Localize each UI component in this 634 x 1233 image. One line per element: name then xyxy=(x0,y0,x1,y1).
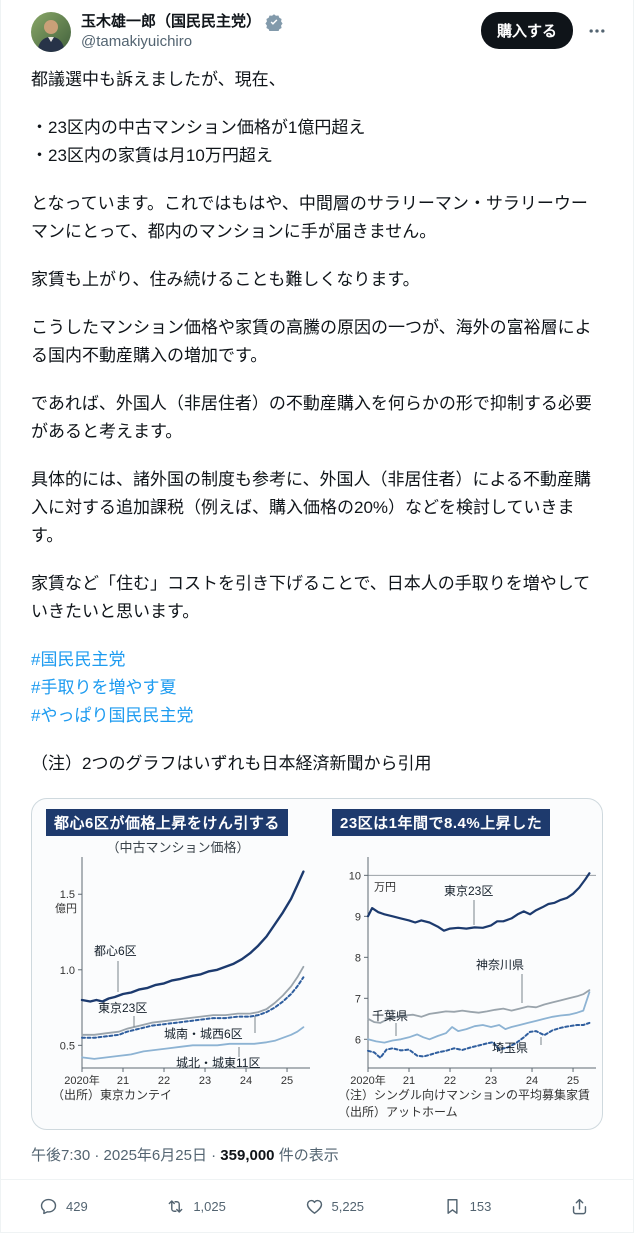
views-suffix: 件の表示 xyxy=(278,1147,339,1164)
svg-text:東京23区: 東京23区 xyxy=(444,884,493,898)
svg-text:23: 23 xyxy=(199,1075,211,1087)
post-paragraph: 都議選中も訴えましたが、現在、 xyxy=(31,70,286,89)
svg-text:都心6区: 都心6区 xyxy=(94,944,137,958)
timestamp-row: 午後7:30 · 2025年6月25日 · 359,000 件の表示 xyxy=(1,1130,633,1180)
bookmark-button[interactable]: 153 xyxy=(439,1193,496,1220)
post-image[interactable]: 都心6区が価格上昇をけん引する （中古マンション価格） 1.5 億円 1.0 0.5 2… xyxy=(31,798,603,1130)
svg-text:1.5: 1.5 xyxy=(60,889,75,901)
chart-title: 23区は1年間で8.4%上昇した xyxy=(332,809,551,836)
repost-arrows-icon xyxy=(168,1199,183,1213)
tweet-header: 玉木雄一郎（国民民主党） @tamakiyuichiro 購入する xyxy=(1,0,633,52)
user-handle[interactable]: @tamakiyuichiro xyxy=(81,33,193,50)
bookmark-icon xyxy=(447,1198,458,1214)
heart-icon xyxy=(306,1199,322,1214)
share-upload-icon xyxy=(572,1198,587,1214)
svg-text:城南・城西6区: 城南・城西6区 xyxy=(164,1026,243,1041)
post-text: 都議選中も訴えましたが、現在、 ・23区内の中古マンション価格が1億円超え ・2… xyxy=(1,52,633,778)
svg-text:東京23区: 東京23区 xyxy=(98,1001,147,1015)
verified-badge-icon xyxy=(265,14,283,31)
svg-text:10: 10 xyxy=(349,870,361,882)
subscribe-button[interactable]: 購入する xyxy=(480,12,573,49)
like-button[interactable]: 5,225 xyxy=(301,1193,369,1220)
hashtag-link[interactable]: #国民民主党 xyxy=(31,650,126,669)
svg-text:埼玉県: 埼玉県 xyxy=(492,1041,528,1055)
svg-text:23: 23 xyxy=(485,1075,497,1087)
svg-text:7: 7 xyxy=(355,993,361,1005)
post-paragraph: 具体的には、諸外国の制度も参考に、外国人（非居住者）による不動産購入に対する追加… xyxy=(31,470,591,545)
svg-text:21: 21 xyxy=(403,1075,415,1087)
like-count: 5,225 xyxy=(331,1198,365,1214)
svg-text:24: 24 xyxy=(240,1075,252,1087)
post-paragraph: 家賃も上がり、住み続けることも難しくなります。 xyxy=(31,270,420,289)
avatar[interactable] xyxy=(31,12,71,52)
chart-source: （出所）アットホーム xyxy=(338,1105,458,1119)
chart-rent: 23区は1年間で8.4%上昇した 10 万円 9 8 7 6 2020年 21 22 23 24 25… xyxy=(324,809,604,1121)
svg-text:0.5: 0.5 xyxy=(60,1040,75,1052)
source-note: （注）2つのグラフはいずれも日本経済新聞から引用 xyxy=(31,754,432,773)
views-count: 359,000 xyxy=(220,1147,275,1164)
chart-source: （出所）東京カンテイ xyxy=(52,1088,173,1102)
avatar-image xyxy=(31,12,71,52)
post-paragraph: ・23区内の中古マンション価格が1億円超え ・23区内の家賃は月10万円超え xyxy=(31,118,366,165)
post-paragraph: 家賃など「住む」コストを引き下げることで、日本人の手取りを増やしていきたいと思い… xyxy=(31,574,591,621)
svg-text:25: 25 xyxy=(567,1075,579,1087)
chart-note: （注）シングル向けマンションの平均募集家賃 xyxy=(338,1088,591,1102)
reply-button[interactable]: 429 xyxy=(35,1193,92,1220)
svg-text:万円: 万円 xyxy=(374,881,396,893)
post-date: 2025年6月25日 xyxy=(103,1147,207,1164)
chart-subtitle: （中古マンション価格） xyxy=(106,840,250,855)
repost-button[interactable]: 1,025 xyxy=(162,1193,230,1220)
post-time: 午後7:30 xyxy=(31,1147,91,1164)
svg-text:25: 25 xyxy=(281,1075,293,1087)
svg-text:22: 22 xyxy=(158,1075,170,1087)
share-button[interactable] xyxy=(566,1193,593,1220)
svg-text:2020年: 2020年 xyxy=(64,1073,99,1087)
svg-text:6: 6 xyxy=(355,1034,361,1046)
svg-text:神奈川県: 神奈川県 xyxy=(476,958,524,972)
repost-count: 1,025 xyxy=(193,1198,226,1214)
svg-text:24: 24 xyxy=(526,1075,538,1087)
post-paragraph: であれば、外国人（非居住者）の不動産購入を何らかの形で抑制する必要があると考えま… xyxy=(31,394,592,441)
more-ellipsis-icon[interactable] xyxy=(583,17,611,45)
chart-subtitle xyxy=(324,837,604,855)
svg-text:22: 22 xyxy=(444,1075,456,1087)
action-bar: 429 1,025 5,225 153 xyxy=(1,1180,633,1233)
svg-text:1.0: 1.0 xyxy=(60,965,75,977)
svg-text:9: 9 xyxy=(355,911,361,923)
display-name[interactable]: 玉木雄一郎（国民民主党） xyxy=(81,13,262,30)
svg-text:8: 8 xyxy=(355,952,361,964)
reply-count: 429 xyxy=(66,1198,88,1214)
post-paragraph: となっています。これではもはや、中間層のサラリーマン・サラリーウーマンにとって、… xyxy=(31,194,588,241)
svg-text:億円: 億円 xyxy=(55,902,77,915)
hashtag-link[interactable]: #手取りを増やす夏 xyxy=(31,678,177,697)
svg-text:城北・城東11区: 城北・城東11区 xyxy=(176,1056,260,1070)
hashtag-block: #国民民主党 #手取りを増やす夏 #やっぱり国民民主党 xyxy=(31,646,603,730)
chart-mansion-price: 都心6区が価格上昇をけん引する （中古マンション価格） 1.5 億円 1.0 0.5 2… xyxy=(38,809,318,1121)
svg-text:21: 21 xyxy=(117,1075,129,1087)
identity-block: 玉木雄一郎（国民民主党） @tamakiyuichiro xyxy=(81,12,481,52)
header-actions: 購入する xyxy=(480,12,611,49)
post-paragraph: こうしたマンション価格や家賃の高騰の原因の一つが、海外の富裕層による国内不動産購… xyxy=(31,318,592,365)
svg-text:千葉県: 千葉県 xyxy=(372,1009,408,1023)
reply-bubble-icon xyxy=(40,1198,57,1214)
bookmark-count: 153 xyxy=(469,1198,492,1214)
chart-title: 都心6区が価格上昇をけん引する xyxy=(46,809,288,836)
hashtag-link[interactable]: #やっぱり国民民主党 xyxy=(31,706,194,725)
svg-text:2020年: 2020年 xyxy=(350,1073,385,1087)
